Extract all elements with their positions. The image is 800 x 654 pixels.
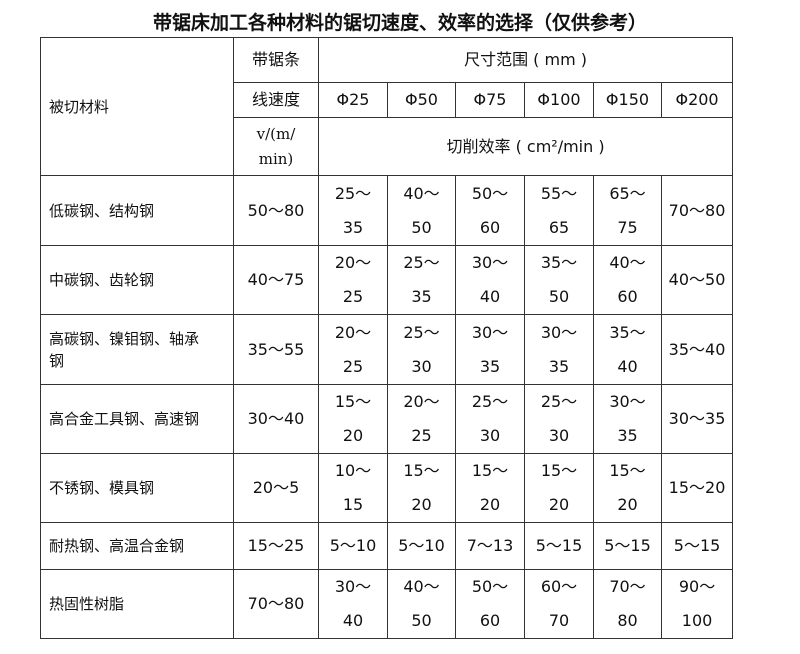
efficiency-cell: 30～ 35 bbox=[455, 314, 525, 385]
efficiency-cell: 25～ 35 bbox=[387, 245, 456, 315]
material-cell: 不锈钢、模具钢 bbox=[40, 453, 234, 523]
speed-cell: 70～80 bbox=[233, 569, 319, 639]
material-cell: 中碳钢、齿轮钢 bbox=[40, 245, 234, 315]
table-row: 高碳钢、镍钼钢、轴承 钢 35～55 20～ 25 25～ 30 30～ 35 30～ 3… bbox=[40, 314, 734, 385]
efficiency-cell: 10～ 15 bbox=[318, 453, 388, 523]
table-row: 低碳钢、结构钢 50～80 25～ 35 40～ 50 50～ 60 55～ 65 65～ … bbox=[40, 175, 734, 246]
table-row: 热固性树脂 70～80 30～ 40 40～ 50 50～ 60 60～ 70 70～ 80… bbox=[40, 569, 734, 639]
efficiency-cell: 70～ 80 bbox=[593, 569, 662, 639]
header-size: Φ200 bbox=[660, 82, 734, 118]
table-row: 高合金工具钢、高速钢 30～40 15～ 20 20～ 25 25～ 30 25～ 30 3… bbox=[40, 384, 734, 454]
efficiency-cell: 40～ 50 bbox=[387, 175, 456, 246]
speed-cell: 35～55 bbox=[233, 314, 319, 385]
efficiency-cell: 25～ 30 bbox=[387, 314, 456, 385]
header-size-range: 尺寸范围 ( mm ) bbox=[317, 37, 734, 83]
efficiency-cell: 5～10 bbox=[318, 522, 388, 570]
efficiency-cell: 5～10 bbox=[387, 522, 456, 570]
header-speed-unit: v/(m/ min) bbox=[233, 117, 319, 176]
speed-cell: 15～25 bbox=[233, 522, 319, 570]
efficiency-cell: 25～ 35 bbox=[318, 175, 388, 246]
efficiency-cell: 15～ 20 bbox=[318, 384, 388, 454]
speed-cell: 50～80 bbox=[233, 175, 319, 246]
efficiency-cell: 20～ 25 bbox=[318, 314, 388, 385]
efficiency-cell: 35～ 50 bbox=[524, 245, 594, 315]
header-size: Φ100 bbox=[524, 82, 594, 118]
efficiency-cell: 30～ 40 bbox=[318, 569, 388, 639]
efficiency-cell: 15～20 bbox=[660, 453, 734, 523]
efficiency-cell: 65～ 75 bbox=[593, 175, 662, 246]
efficiency-cell: 50～ 60 bbox=[455, 569, 525, 639]
efficiency-cell: 40～ 50 bbox=[387, 569, 456, 639]
efficiency-cell: 5～15 bbox=[593, 522, 662, 570]
efficiency-cell: 40～ 60 bbox=[593, 245, 662, 315]
efficiency-cell: 25～ 30 bbox=[524, 384, 594, 454]
header-size: Φ75 bbox=[455, 82, 525, 118]
efficiency-cell: 20～ 25 bbox=[387, 384, 456, 454]
cutting-speed-table: 被切材料 带锯条 尺寸范围 ( mm ) 线速度 Φ25 Φ50 Φ75 Φ10… bbox=[40, 37, 734, 639]
header-speed-line2: 线速度 bbox=[233, 82, 319, 118]
header-size: Φ50 bbox=[387, 82, 456, 118]
table-row: 耐热钢、高温合金钢 15～25 5～10 5～10 7～13 5～15 5～15 5～15 bbox=[40, 522, 734, 570]
header-size: Φ25 bbox=[318, 82, 388, 118]
efficiency-cell: 20～ 25 bbox=[318, 245, 388, 315]
speed-cell: 20～5 bbox=[233, 453, 319, 523]
header-material: 被切材料 bbox=[40, 37, 234, 176]
efficiency-cell: 30～35 bbox=[660, 384, 734, 454]
header-efficiency: 切削效率 ( cm²/min ) bbox=[317, 117, 734, 176]
efficiency-cell: 15～ 20 bbox=[455, 453, 525, 523]
speed-cell: 40～75 bbox=[233, 245, 319, 315]
efficiency-cell: 35～ 40 bbox=[593, 314, 662, 385]
header-size: Φ150 bbox=[593, 82, 662, 118]
efficiency-cell: 90～ 100 bbox=[660, 569, 734, 639]
efficiency-cell: 25～ 30 bbox=[455, 384, 525, 454]
material-cell: 耐热钢、高温合金钢 bbox=[40, 522, 234, 570]
efficiency-cell: 15～ 20 bbox=[593, 453, 662, 523]
efficiency-cell: 55～ 65 bbox=[524, 175, 594, 246]
material-cell: 热固性树脂 bbox=[40, 569, 234, 639]
material-cell: 高合金工具钢、高速钢 bbox=[40, 384, 234, 454]
page-title: 带锯床加工各种材料的锯切速度、效率的选择（仅供参考） bbox=[152, 12, 647, 34]
efficiency-cell: 15～ 20 bbox=[524, 453, 594, 523]
efficiency-cell: 7～13 bbox=[455, 522, 525, 570]
table-row: 中碳钢、齿轮钢 40～75 20～ 25 25～ 35 30～ 40 35～ 50 40～ … bbox=[40, 245, 734, 315]
efficiency-cell: 5～15 bbox=[660, 522, 734, 570]
efficiency-cell: 60～ 70 bbox=[524, 569, 594, 639]
efficiency-cell: 30～ 40 bbox=[455, 245, 525, 315]
efficiency-cell: 35～40 bbox=[660, 314, 734, 385]
efficiency-cell: 15～ 20 bbox=[387, 453, 456, 523]
efficiency-cell: 50～ 60 bbox=[455, 175, 525, 246]
efficiency-cell: 40～50 bbox=[660, 245, 734, 315]
speed-cell: 30～40 bbox=[233, 384, 319, 454]
table-row: 不锈钢、模具钢 20～5 10～ 15 15～ 20 15～ 20 15～ 20 15～ 2… bbox=[40, 453, 734, 523]
efficiency-cell: 5～15 bbox=[524, 522, 594, 570]
efficiency-cell: 70～80 bbox=[660, 175, 734, 246]
efficiency-cell: 30～ 35 bbox=[593, 384, 662, 454]
efficiency-cell: 30～ 35 bbox=[524, 314, 594, 385]
header-speed-line1: 带锯条 bbox=[233, 37, 319, 83]
material-cell: 低碳钢、结构钢 bbox=[40, 175, 234, 246]
material-cell: 高碳钢、镍钼钢、轴承 钢 bbox=[40, 314, 234, 385]
